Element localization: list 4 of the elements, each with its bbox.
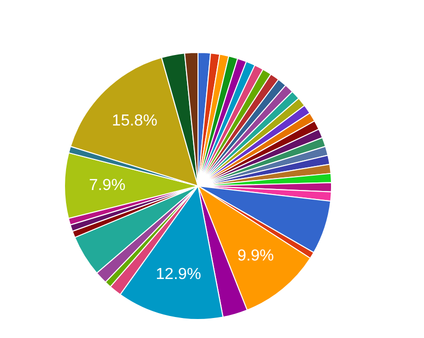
- data-label: 9.9%: [237, 248, 274, 265]
- data-label: 12.9%: [156, 266, 202, 284]
- data-label: 15.8%: [112, 112, 158, 130]
- data-label: 7.9%: [88, 177, 126, 194]
